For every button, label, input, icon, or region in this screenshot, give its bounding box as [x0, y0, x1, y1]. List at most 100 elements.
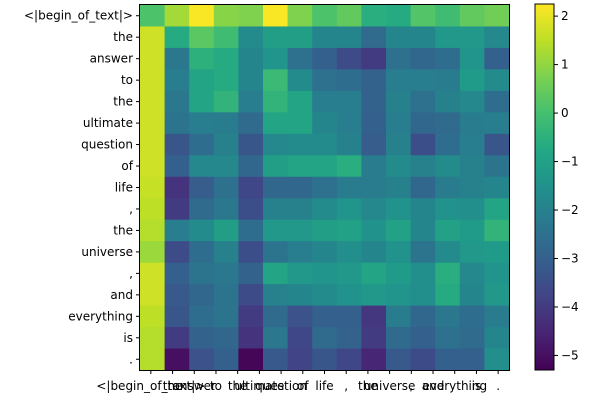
heatmap-cell — [263, 133, 289, 156]
heatmap-cell — [361, 90, 387, 113]
heatmap-cell — [361, 284, 387, 307]
heatmap-cell — [361, 26, 387, 49]
heatmap-cell — [484, 305, 510, 328]
heatmap-cell — [336, 26, 362, 49]
heatmap-cell — [164, 5, 190, 28]
heatmap-cell — [213, 348, 239, 371]
heatmap-cell — [410, 69, 436, 92]
heatmap-cell — [410, 327, 436, 350]
heatmap-cell — [213, 219, 239, 242]
heatmap-cell — [386, 348, 412, 371]
heatmap-cell — [386, 5, 412, 28]
heatmap-cell — [336, 133, 362, 156]
heatmap-cell — [484, 112, 510, 135]
heatmap-cell — [312, 327, 338, 350]
heatmap-cell — [238, 284, 264, 307]
heatmap-cell — [336, 155, 362, 178]
heatmap-cell — [435, 327, 461, 350]
heatmap-cell — [361, 112, 387, 135]
heatmap-cell — [312, 26, 338, 49]
heatmap-cell — [336, 5, 362, 28]
x-tick-label: to — [210, 379, 222, 393]
heatmap-cell — [336, 219, 362, 242]
x-tick-label: is — [472, 379, 482, 393]
heatmap-cell — [435, 284, 461, 307]
heatmap-cell — [140, 284, 166, 307]
y-tick-label: of — [121, 159, 133, 173]
heatmap-cell — [140, 47, 166, 71]
heatmap-cell — [484, 155, 510, 178]
heatmap-cell — [213, 5, 239, 28]
heatmap-cell — [140, 241, 166, 264]
heatmap-cell — [164, 90, 190, 113]
y-tick-label: . — [129, 352, 133, 366]
x-tick-label: universe — [364, 379, 416, 393]
heatmap-cell — [287, 69, 313, 92]
heatmap-cell — [213, 327, 239, 350]
heatmap-cell — [410, 262, 436, 285]
heatmap-cell — [435, 241, 461, 264]
heatmap-cell — [140, 327, 166, 350]
heatmap-cell — [140, 26, 166, 49]
x-tick-label: , — [409, 379, 413, 393]
heatmap-cell — [287, 90, 313, 113]
heatmap-cell — [238, 198, 264, 221]
heatmap-cell — [459, 5, 485, 28]
heatmap-cell — [361, 348, 387, 371]
heatmap-cell — [140, 219, 166, 242]
heatmap-cell — [459, 284, 485, 307]
heatmap-cell — [263, 112, 289, 135]
heatmap-cell — [435, 155, 461, 178]
heatmap-cell — [238, 176, 264, 199]
heatmap-cell — [484, 69, 510, 92]
heatmap-cell — [140, 112, 166, 135]
heatmap-cell — [238, 26, 264, 49]
heatmap-cell — [164, 155, 190, 178]
heatmap-cell — [386, 176, 412, 199]
colorbar — [534, 3, 555, 371]
heatmap-cell — [386, 69, 412, 92]
heatmap-cell — [238, 69, 264, 92]
heatmap-cell — [386, 112, 412, 135]
heatmap-cell — [410, 348, 436, 371]
heatmap-cell — [213, 176, 239, 199]
heatmap-cell — [189, 284, 215, 307]
heatmap-cell — [263, 47, 289, 71]
heatmap-cell — [484, 327, 510, 350]
heatmap-cell — [213, 305, 239, 328]
heatmap-cell — [435, 90, 461, 113]
heatmap-cell — [361, 327, 387, 350]
colorbar-axis: −5 −4 −3 −2 −1 0 1 2 — [554, 9, 579, 362]
heatmap-cell — [484, 133, 510, 156]
heatmap-cell — [435, 69, 461, 92]
heatmap-cell — [213, 47, 239, 71]
heatmap-cell — [386, 155, 412, 178]
heatmap-cell — [484, 26, 510, 49]
heatmap-cell — [164, 241, 190, 264]
heatmap-cell — [312, 241, 338, 264]
heatmap-cell — [459, 112, 485, 135]
heatmap-cell — [213, 262, 239, 285]
x-tick-label: answer — [173, 379, 216, 393]
heatmap-cell — [213, 241, 239, 264]
heatmap-cell — [435, 26, 461, 49]
heatmap-cell — [263, 5, 289, 28]
heatmap-cell — [238, 327, 264, 350]
heatmap-cell — [312, 90, 338, 113]
heatmap-cell — [213, 155, 239, 178]
heatmap-cell — [189, 176, 215, 199]
heatmap-cell — [459, 241, 485, 264]
heatmap-cell — [164, 198, 190, 221]
colorbar-tick-label: 0 — [561, 106, 569, 120]
colorbar-tick-label: −3 — [561, 252, 579, 266]
heatmap-cell — [189, 241, 215, 264]
heatmap-cell — [213, 26, 239, 49]
heatmap-cell — [386, 47, 412, 71]
colorbar-tick-label: −5 — [561, 348, 579, 362]
heatmap-cell — [336, 241, 362, 264]
heatmap-cell — [140, 69, 166, 92]
heatmap-cell — [435, 112, 461, 135]
x-tick-label: and — [422, 379, 445, 393]
heatmap-cell — [386, 133, 412, 156]
heatmap-cell — [238, 241, 264, 264]
